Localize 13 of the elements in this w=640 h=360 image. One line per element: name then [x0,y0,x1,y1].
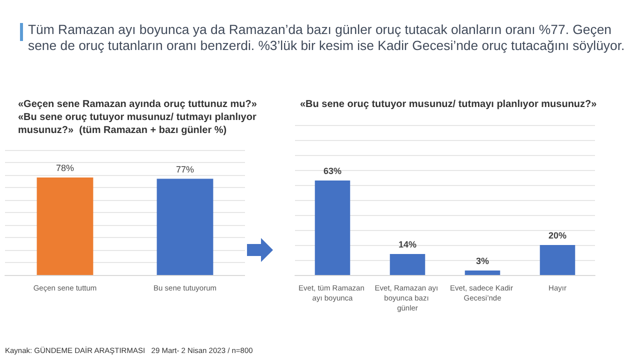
data-label: 3% [476,256,490,266]
bar [540,245,576,275]
text: Tüm Ramazan ayı boyunca ya da Ramazan’da bazı günler oruç tutacak olanların oranı %77. Geçen sene de oruç tutanların oranı benzerdi. %3’lük bir kesim ise Kadir Gecesi’nde oruç tutacağını söylüyor. [28,22,626,54]
bar [464,270,500,275]
chart-title: «Bu sene oruç tutuyor musunuz/ tutmayı planlıyor musunuz?» [300,98,598,111]
bar [314,180,350,275]
chart-subtitle: «Geçen sene Ramazan ayında oruç tuttunuz mu?» «Bu sene oruç tutuyor musunuz/ tutmayı planlıyor musunuz?» (tüm Ramazan + bazı günler %) [18,98,258,137]
data-label: 77% [176,164,194,174]
data-label: 78% [56,163,74,173]
data-label: 63% [323,166,342,176]
data-label: 20% [548,230,567,240]
bar [390,254,426,275]
data-label: 14% [398,240,417,250]
